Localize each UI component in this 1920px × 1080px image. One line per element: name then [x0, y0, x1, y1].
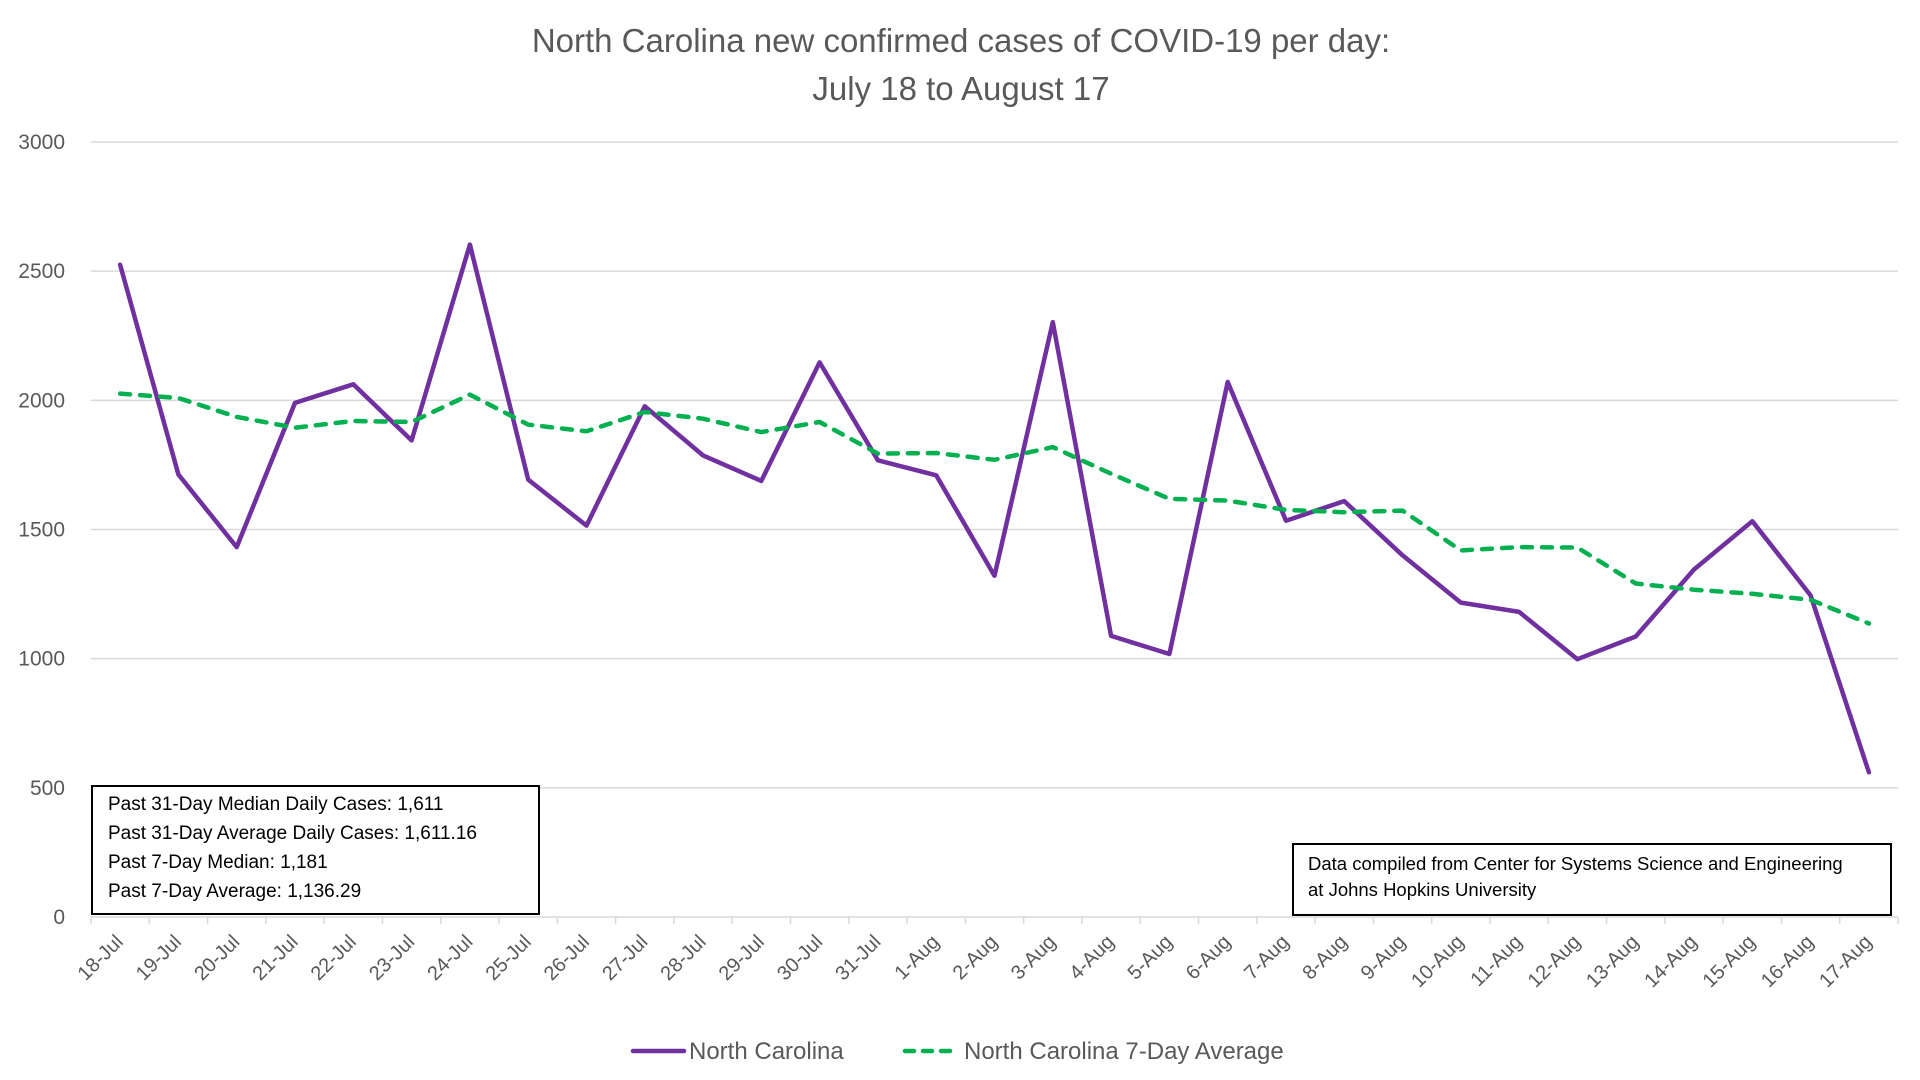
y-axis-ticks: 0 500 1000 1500 2000 2500 3000: [18, 131, 65, 929]
x-tick-label: 23-Jul: [365, 931, 419, 985]
stats-annotation-box: Past 31-Day Median Daily Cases: 1,611 Pa…: [91, 785, 540, 915]
x-tick-label: 8-Aug: [1298, 931, 1351, 984]
chart-subtitle: July 18 to August 17: [812, 70, 1109, 107]
stats-7-day-median: Past 7-Day Median: 1,181: [108, 852, 328, 873]
x-tick-label: 19-Jul: [132, 931, 186, 985]
x-tick-label: 16-Aug: [1757, 931, 1818, 992]
x-tick-label: 7-Aug: [1240, 931, 1293, 984]
x-tick-label: 20-Jul: [190, 931, 244, 985]
x-tick-label: 29-Jul: [715, 931, 769, 985]
y-tick-label: 2000: [18, 389, 65, 412]
x-tick-label: 26-Jul: [540, 931, 594, 985]
source-line-2: at Johns Hopkins University: [1308, 879, 1537, 900]
y-tick-label: 1000: [18, 648, 65, 671]
series-lines: [117, 242, 1872, 775]
x-tick-label: 12-Aug: [1524, 931, 1585, 992]
chart-title: North Carolina new confirmed cases of CO…: [532, 22, 1390, 59]
x-tick-label: 3-Aug: [1007, 931, 1060, 984]
stats-31-day-median: Past 31-Day Median Daily Cases: 1,611: [108, 794, 444, 815]
x-tick-label: 5-Aug: [1124, 931, 1177, 984]
x-tick-label: 13-Aug: [1582, 931, 1643, 992]
x-tick-label: 17-Aug: [1815, 931, 1876, 992]
x-tick-label: 15-Aug: [1699, 931, 1760, 992]
x-tick-label: 10-Aug: [1407, 931, 1468, 992]
stats-31-day-average: Past 31-Day Average Daily Cases: 1,611.1…: [108, 823, 477, 844]
series-line-7-day-average: [117, 391, 1872, 626]
y-tick-label: 500: [30, 777, 65, 800]
x-tick-label: 2-Aug: [949, 931, 1002, 984]
x-tick-label: 4-Aug: [1065, 931, 1118, 984]
x-tick-label: 22-Jul: [307, 931, 361, 985]
x-tick-label: 31-Jul: [831, 931, 885, 985]
x-tick-label: 18-Jul: [74, 931, 128, 985]
source-annotation-box: Data compiled from Center for Systems Sc…: [1292, 843, 1892, 916]
x-tick-label: 6-Aug: [1182, 931, 1235, 984]
y-tick-label: 3000: [18, 131, 65, 154]
x-tick-label: 27-Jul: [598, 931, 652, 985]
legend-label-north-carolina: North Carolina: [689, 1038, 844, 1065]
x-tick-label: 9-Aug: [1357, 931, 1410, 984]
y-tick-label: 2500: [18, 260, 65, 283]
x-axis: 18-Jul 19-Jul 20-Jul 21-Jul 22-Jul 23-Jul 24-J…: [74, 916, 1899, 992]
y-tick-label: 0: [53, 906, 65, 929]
x-tick-label: 21-Jul: [248, 931, 302, 985]
x-tick-label: 28-Jul: [657, 931, 711, 985]
y-tick-label: 1500: [18, 519, 65, 542]
x-tick-label: 11-Aug: [1467, 931, 1527, 991]
x-tick-label: 30-Jul: [773, 931, 827, 985]
x-tick-label: 14-Aug: [1640, 931, 1701, 992]
gridlines: [91, 141, 1898, 789]
stats-7-day-average: Past 7-Day Average: 1,136.29: [108, 881, 362, 902]
x-tick-label: 1-Aug: [890, 931, 943, 984]
series-line-north-carolina: [117, 242, 1872, 775]
legend-label-7-day-average: North Carolina 7-Day Average: [964, 1038, 1284, 1065]
source-line-1: Data compiled from Center for Systems Sc…: [1308, 853, 1843, 874]
x-tick-label: 25-Jul: [482, 931, 536, 985]
x-tick-label: 24-Jul: [423, 931, 477, 985]
legend: North Carolina North Carolina 7-Day Aver…: [630, 1038, 1284, 1065]
